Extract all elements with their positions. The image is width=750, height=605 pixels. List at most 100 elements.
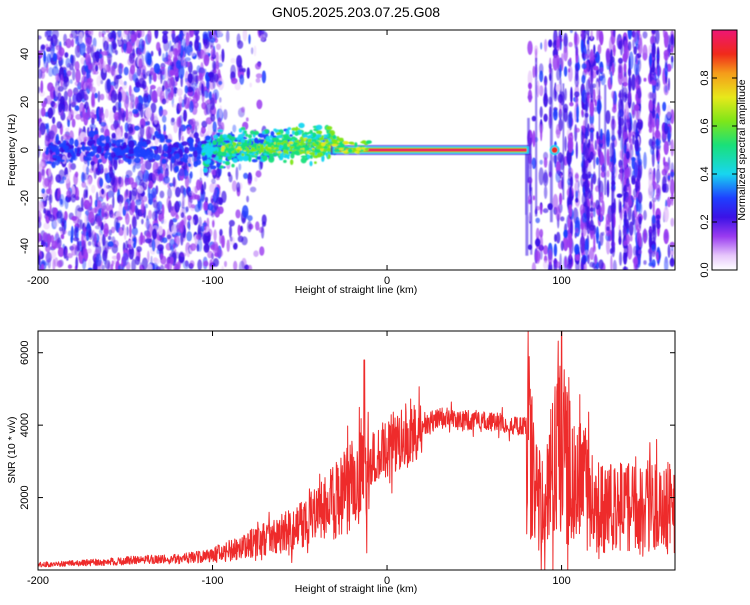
heatmap-cell (87, 176, 92, 187)
heatmap-cell (197, 194, 201, 202)
heatmap-cell (596, 30, 599, 41)
heatmap-cell (56, 260, 63, 268)
heatmap-cell (576, 103, 579, 121)
heatmap-cell (44, 31, 48, 38)
heatmap-cell (230, 136, 236, 141)
heatmap-cell (83, 59, 87, 73)
heatmap-cell (307, 138, 312, 143)
heatmap-cell (124, 201, 129, 211)
heatmap-cell (568, 65, 573, 82)
heatmap-cell (212, 140, 217, 146)
heatmap-cell (41, 166, 46, 180)
heatmap-cell (126, 226, 129, 236)
heatmap-cell (590, 146, 594, 152)
heatmap-cell (628, 221, 634, 236)
heatmap-cell (234, 82, 241, 91)
heatmap-cell (336, 136, 340, 140)
heatmap-cell (643, 260, 647, 265)
heatmap-cell (137, 185, 144, 194)
heatmap-cell (305, 132, 310, 135)
heatmap-cell (632, 134, 635, 145)
heatmap-cell (638, 249, 642, 255)
heatmap-cell (241, 106, 245, 113)
heatmap-cell (656, 251, 659, 262)
heatmap-cell (236, 182, 241, 193)
heatmap-cell (216, 163, 221, 168)
heatmap-cell (102, 60, 107, 73)
heatmap-cell (217, 249, 223, 258)
heatmap-cell (50, 145, 57, 152)
heatmap-cell (589, 151, 594, 160)
heatmap-cell (627, 41, 632, 51)
heatmap-cell (189, 198, 193, 204)
heatmap-cell (45, 251, 52, 263)
heatmap-cell (150, 84, 156, 90)
heatmap-cell (59, 159, 65, 163)
heatmap-cell (309, 154, 313, 159)
heatmap-cell (670, 139, 674, 157)
heatmap-cell (82, 172, 90, 181)
heatmap-cell (593, 88, 596, 103)
heatmap-cell (67, 230, 72, 237)
heatmap-cell (113, 119, 119, 130)
heatmap-cell (138, 235, 143, 246)
heatmap-cell (301, 145, 304, 148)
heatmap-cell (564, 256, 567, 269)
heatmap-cell (552, 154, 558, 164)
heatmap-cell (148, 209, 152, 220)
heatmap-cell (204, 154, 208, 161)
heatmap-cell (209, 69, 216, 83)
heatmap-cell (539, 228, 544, 238)
heatmap-cell (664, 114, 668, 132)
colorbar-tick-label: 0.4 (699, 166, 711, 181)
heatmap-cell (75, 113, 82, 120)
heatmap-cell (538, 167, 544, 186)
heatmap-cell (154, 30, 159, 39)
heatmap-cell (225, 30, 230, 43)
heatmap-cell (542, 208, 549, 214)
heatmap-cell (160, 253, 164, 260)
heatmap-cell (223, 109, 228, 120)
heatmap-cell (56, 211, 63, 219)
heatmap-cell (158, 133, 163, 139)
heatmap-cell (182, 153, 189, 161)
heatmap-cell (220, 151, 223, 154)
heatmap-cell (53, 89, 56, 99)
heatmap-cell (62, 101, 69, 112)
heatmap-cell (616, 193, 623, 198)
heatmap-cell (283, 143, 288, 148)
heatmap-cell (250, 130, 255, 135)
heatmap-cell (85, 30, 89, 38)
heatmap-cell (663, 141, 669, 155)
heatmap-cell (584, 53, 589, 60)
spectrogram-plot-area (38, 30, 675, 270)
heatmap-cell (59, 226, 63, 232)
heatmap-cell (243, 130, 247, 134)
heatmap-cell (99, 142, 106, 147)
heatmap-cell (574, 91, 580, 98)
heatmap-cell (151, 211, 158, 221)
heatmap-cell (637, 158, 643, 166)
heatmap-cell (222, 134, 228, 139)
heatmap-cell (309, 160, 313, 167)
heatmap-cell (579, 235, 586, 254)
heatmap-cell (543, 157, 548, 168)
heatmap-cell (535, 238, 541, 247)
heatmap-cell (127, 240, 134, 245)
heatmap-cell (581, 109, 584, 116)
heatmap-cell (242, 155, 248, 160)
heatmap-cell (235, 166, 239, 181)
heatmap-cell (69, 79, 73, 84)
heatmap-cell (260, 34, 266, 42)
heatmap-cell (199, 130, 205, 138)
heatmap-cell (70, 225, 74, 240)
heatmap-cell (64, 174, 70, 184)
heatmap-cell (590, 212, 594, 219)
heatmap-cell (61, 176, 67, 181)
heatmap-cell (548, 39, 553, 48)
heatmap-cell (555, 129, 561, 135)
heatmap-cell (651, 259, 656, 268)
heatmap-cell (590, 60, 594, 76)
heatmap-cell (183, 215, 187, 227)
heatmap-cell (300, 138, 303, 143)
